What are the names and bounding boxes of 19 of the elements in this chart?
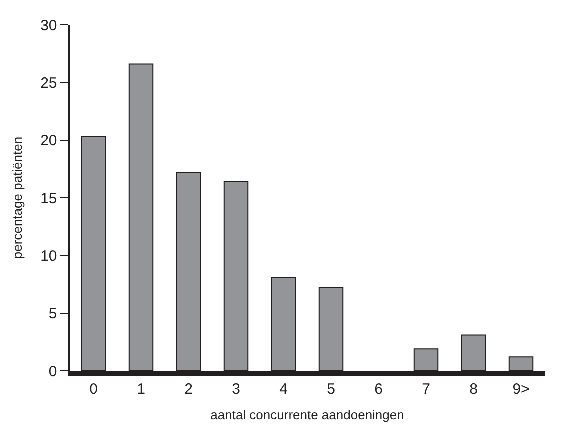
- x-tick-label: 7: [422, 381, 430, 398]
- x-tick-label: 2: [184, 381, 193, 398]
- y-tick-label: 30: [40, 17, 58, 34]
- y-tick-label: 5: [48, 306, 58, 323]
- y-tick-label: 20: [40, 132, 58, 150]
- y-tick-label: 10: [40, 248, 58, 265]
- x-tick-label: 6: [374, 381, 383, 398]
- y-tick-label: 0: [48, 363, 58, 380]
- x-tick-label: 4: [280, 381, 288, 398]
- x-tick-label: 1: [137, 381, 146, 398]
- y-tick-label: 25: [40, 74, 58, 92]
- x-tick-label: 5: [327, 381, 336, 398]
- x-tick-label: 3: [232, 381, 240, 398]
- x-tick-label: 0: [90, 381, 98, 398]
- y-tick-label: 15: [40, 190, 58, 208]
- x-tick-label: 9>: [512, 381, 530, 398]
- x-tick-label: 8: [470, 381, 478, 398]
- y-axis-title: percentage patiënten: [10, 136, 26, 260]
- x-axis-title: aantal concurrente aandoeningen: [210, 408, 404, 423]
